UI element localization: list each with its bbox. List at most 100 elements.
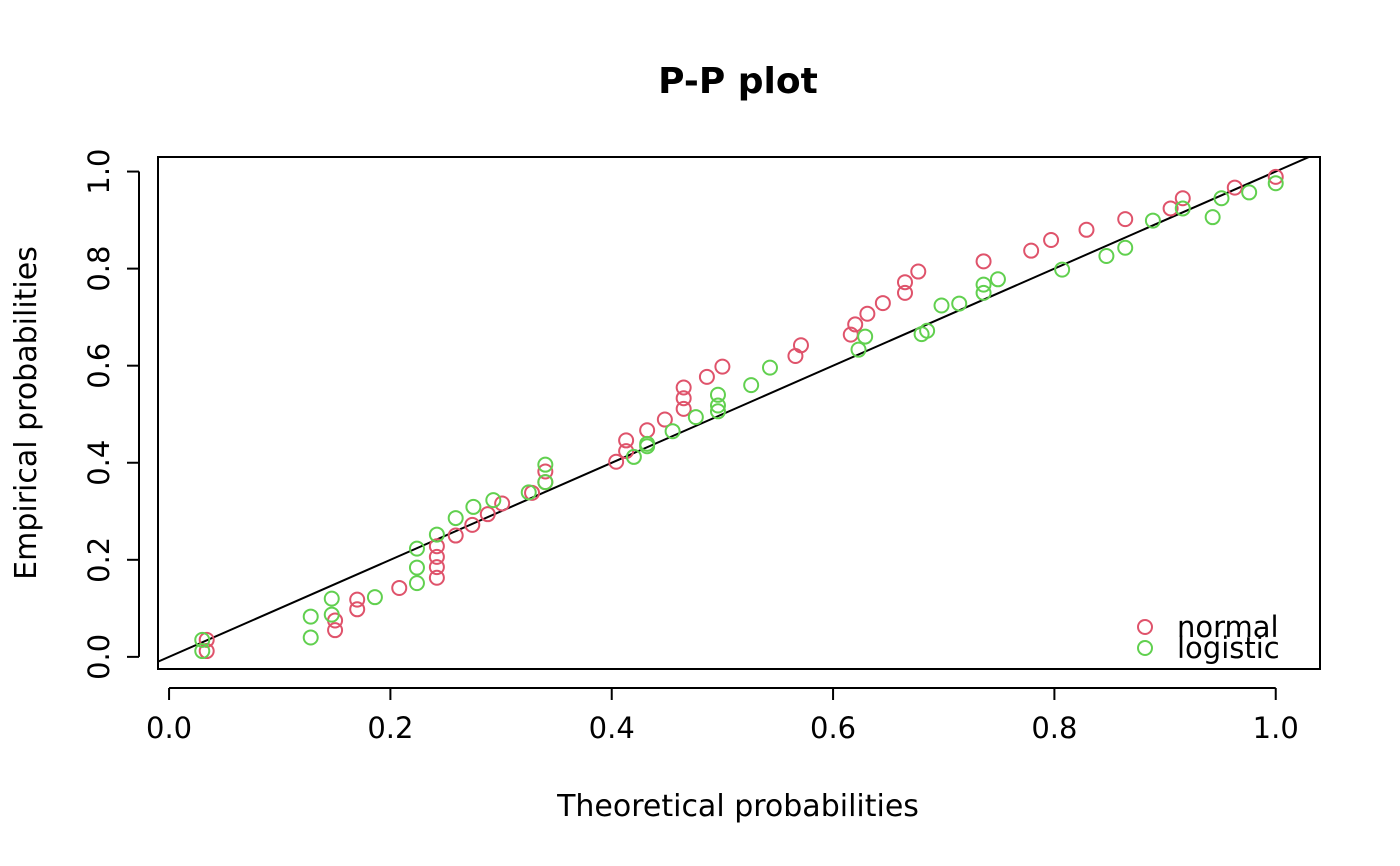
data-point-logistic [919, 322, 936, 339]
y-tick-label: 0.0 [82, 634, 116, 680]
data-point-normal [447, 527, 464, 544]
data-point-logistic [408, 575, 425, 592]
plot-frame [157, 156, 1321, 670]
data-point-logistic [537, 474, 554, 491]
chart-title: P-P plot [658, 61, 818, 102]
data-point-normal [494, 495, 511, 512]
data-point-logistic [537, 456, 554, 473]
data-point-normal [1174, 190, 1191, 207]
data-point-logistic [1117, 239, 1134, 256]
data-point-logistic [639, 435, 656, 452]
data-point-normal [639, 422, 656, 439]
data-point-normal [537, 463, 554, 480]
data-point-logistic [687, 409, 704, 426]
data-point-normal [618, 432, 635, 449]
x-tick-label: 1.0 [1253, 711, 1299, 745]
data-point-normal [1117, 211, 1134, 228]
data-point-normal [792, 337, 809, 354]
data-point-logistic [1098, 248, 1115, 265]
data-point-logistic [1174, 200, 1191, 217]
data-point-normal [897, 284, 913, 301]
data-point-logistic [975, 276, 992, 293]
data-point-normal [675, 390, 692, 407]
data-point-logistic [323, 590, 340, 607]
x-tick-label: 0.8 [1031, 711, 1077, 745]
data-point-normal [428, 548, 445, 565]
data-point-normal [608, 453, 625, 470]
data-point-logistic [664, 423, 681, 440]
data-point-logistic [447, 510, 464, 527]
data-point-normal [428, 559, 445, 576]
data-point-normal [349, 601, 366, 618]
data-point-logistic [951, 295, 968, 312]
y-tick-label: 0.4 [82, 440, 116, 486]
x-tick-label: 0.4 [589, 711, 635, 745]
data-point-normal [656, 411, 673, 428]
data-point-logistic [520, 484, 537, 501]
data-point-logistic [850, 341, 867, 358]
data-point-normal [1043, 231, 1060, 248]
data-point-logistic [485, 492, 502, 509]
data-point-logistic [761, 359, 778, 376]
legend-label-normal: normal [1177, 610, 1279, 644]
data-point-logistic [709, 386, 726, 403]
legend-label-logistic: logistic [1177, 631, 1280, 665]
y-tick-label: 0.8 [82, 246, 116, 292]
data-point-logistic [1144, 212, 1161, 229]
x-tick-label: 0.6 [810, 711, 856, 745]
data-point-normal [847, 316, 864, 333]
data-point-normal [675, 400, 692, 417]
data-point-normal [897, 274, 913, 291]
data-point-logistic [709, 403, 726, 420]
x-tick-label: 0.2 [367, 711, 413, 745]
data-point-logistic [408, 559, 425, 576]
y-axis-title: Empirical probabilities [9, 246, 44, 580]
data-point-logistic [465, 498, 482, 515]
data-point-normal [714, 358, 731, 375]
data-point-logistic [1213, 190, 1230, 207]
data-point-normal [327, 622, 344, 639]
data-point-normal [464, 516, 481, 533]
data-point-logistic [975, 284, 992, 301]
data-point-logistic [989, 271, 1006, 288]
data-point-normal [698, 368, 715, 385]
data-point-logistic [1241, 184, 1258, 201]
x-tick-label: 0.0 [146, 711, 192, 745]
data-point-logistic [857, 328, 874, 345]
data-point-normal [859, 305, 876, 322]
data-point-normal [874, 295, 891, 312]
data-point-logistic [1267, 175, 1284, 192]
legend-marker-logistic [1137, 640, 1153, 656]
data-point-logistic [625, 448, 642, 465]
plot-area [157, 156, 1321, 670]
data-point-normal [675, 379, 692, 396]
data-point-normal [910, 263, 927, 280]
y-tick-label: 0.6 [82, 343, 116, 389]
data-point-logistic [302, 629, 319, 646]
data-point-normal [1078, 221, 1095, 238]
data-point-logistic [194, 643, 211, 660]
legend-marker-normal [1137, 619, 1153, 635]
data-point-normal [1162, 200, 1179, 217]
data-point-logistic [428, 526, 445, 543]
data-point-normal [349, 591, 366, 608]
y-tick-label: 0.2 [82, 537, 116, 583]
data-point-logistic [1054, 261, 1071, 278]
data-point-normal [1023, 242, 1040, 259]
data-point-logistic [323, 606, 340, 623]
data-point-logistic [1204, 209, 1221, 226]
data-point-logistic [743, 377, 760, 394]
x-axis-title: Theoretical probabilities [556, 789, 919, 824]
data-point-logistic [408, 540, 425, 557]
data-point-normal [975, 253, 992, 270]
data-point-normal [428, 538, 445, 555]
series-logistic [194, 175, 1284, 660]
y-tick-label: 1.0 [82, 148, 116, 194]
data-point-logistic [709, 397, 726, 414]
y-axis: 0.0 0.2 0.4 0.6 0.8 1.0 [82, 148, 140, 680]
data-point-normal [1226, 179, 1243, 196]
data-point-logistic [194, 631, 211, 648]
data-point-normal [391, 579, 408, 596]
